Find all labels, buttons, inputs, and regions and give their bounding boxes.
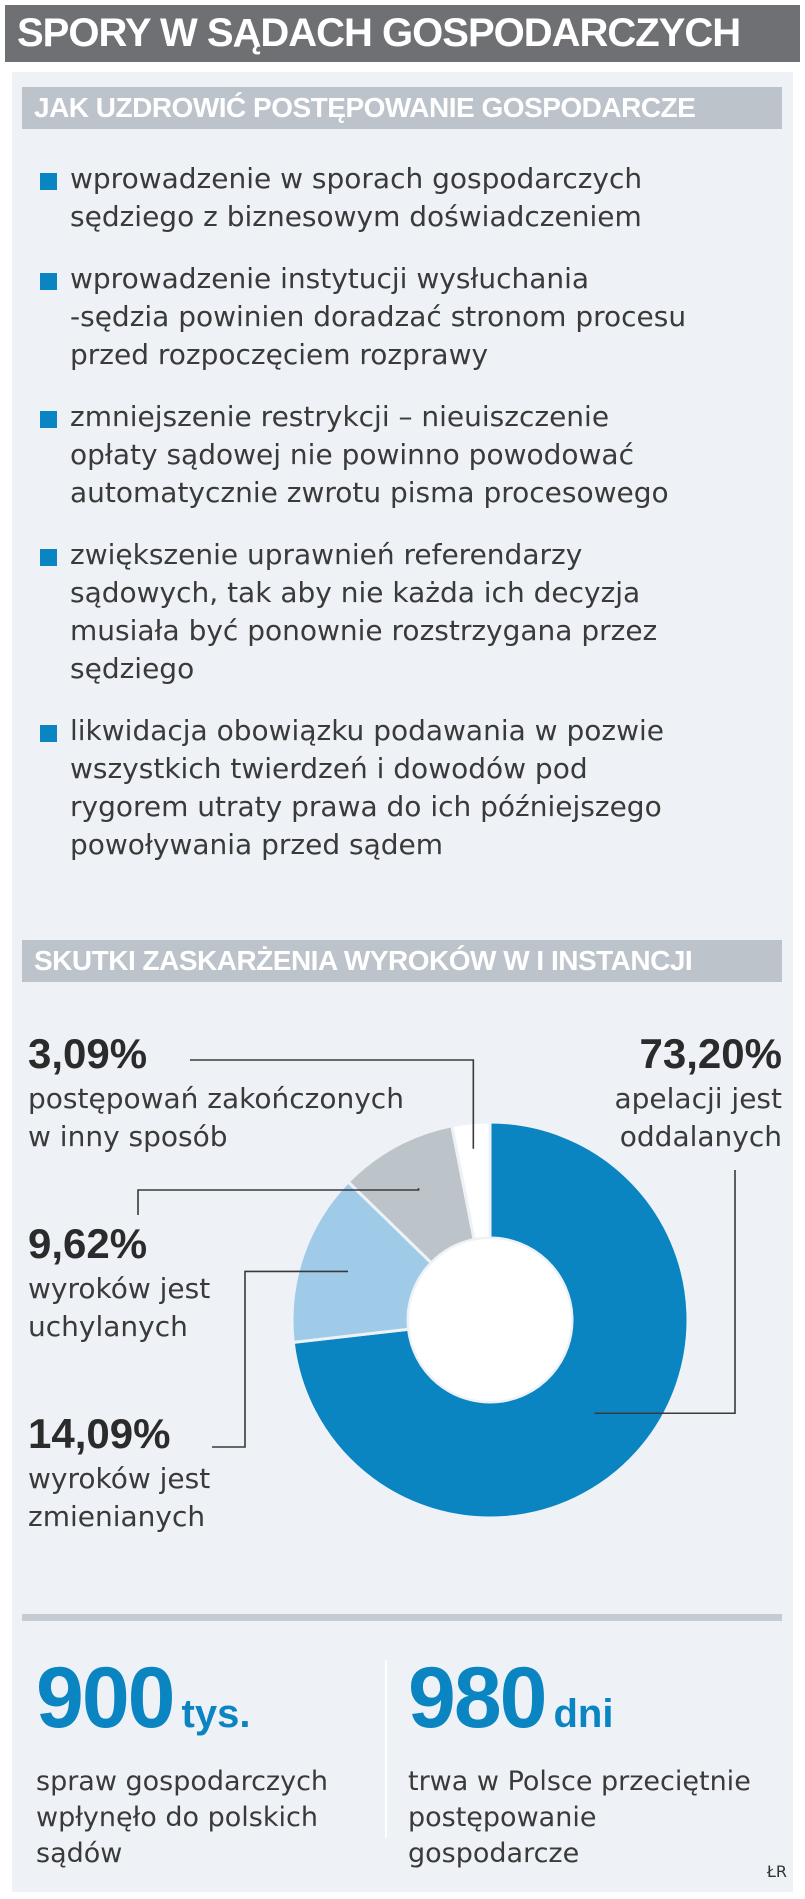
remedy-item-line: zmniejszenie restrykcji – nieuiszczenie [70, 400, 610, 433]
stat-cases-figure: 900 tys. [36, 1650, 396, 1762]
slice-value-label: 73,20% [640, 1030, 782, 1077]
section-header-remedies: JAK UZDROWIĆ POSTĘPOWANIE GOSPODARCZE [22, 87, 782, 129]
stats-divider [385, 1660, 387, 1838]
slice-other [450, 1120, 492, 1242]
bullet-square-icon [40, 725, 57, 742]
slice-description-label: oddalanych [620, 1120, 782, 1153]
remedy-item-line: wprowadzenie w sporach gospodarczych [70, 162, 643, 195]
section-divider [22, 1614, 782, 1621]
stat-duration-description: trwa w Polsce przeciętnie postępowanie g… [408, 1764, 768, 1872]
remedy-item: wprowadzenie w sporach gospodarczych sędz… [40, 160, 780, 236]
slice-description-label: postępowań zakończonych [28, 1082, 404, 1115]
leader-line [212, 1270, 349, 1448]
leader-line [137, 1188, 420, 1215]
remedy-item-line: zwiększenie uprawnień referendarzy [70, 538, 583, 571]
remedy-item-line: sądowych, tak aby nie każda ich decyzja [70, 576, 641, 609]
author-credit: ŁR [766, 1862, 787, 1881]
stat-cases: 900 tys. spraw gospodarczych wpłynęło do … [36, 1650, 396, 1872]
slice-description-label: uchylanych [28, 1310, 188, 1343]
slice-description-label: w inny sposób [28, 1120, 228, 1153]
stat-cases-desc-line: spraw gospodarczych [36, 1766, 329, 1797]
content-panel [12, 72, 793, 1892]
slice-description-label: zmienianych [28, 1500, 205, 1533]
main-title: SPORY W SĄDACH GOSPODARCZYCH [5, 5, 800, 62]
stat-cases-unit: tys. [181, 1692, 251, 1736]
bullet-square-icon [40, 549, 57, 566]
remedy-item-line: -sędzia powinien doradzać stronom proces… [70, 300, 687, 333]
slice-changed [290, 1179, 434, 1345]
remedy-item: zwiększenie uprawnień referendarzy sądowy… [40, 536, 780, 688]
stat-duration-desc-line: postępowanie [408, 1802, 597, 1833]
bullet-square-icon [40, 173, 57, 190]
slice-description-label: wyroków jest [28, 1272, 210, 1305]
slice-dismissed [291, 1120, 690, 1520]
remedy-item-line: powoływania przed sądem [70, 828, 444, 861]
slice-description-label: apelacji jest [614, 1082, 782, 1115]
bullet-square-icon [40, 411, 57, 428]
stat-duration-figure: 980 dni [408, 1650, 768, 1762]
stat-duration-unit: dni [553, 1692, 614, 1736]
stat-cases-desc-line: wpłynęło do polskich [36, 1802, 318, 1833]
stat-duration-number: 980 [408, 1650, 547, 1746]
slice-value-label: 9,62% [28, 1220, 147, 1267]
remedy-item-line: sędziego z biznesowym doświadczeniem [70, 200, 642, 233]
appeals-donut-chart: 73,20% apelacji jest oddalanych 14,09% wyrok… [28, 1030, 782, 1533]
slice-value-label: 3,09% [28, 1030, 147, 1077]
slice-value-label: 14,09% [28, 1410, 170, 1457]
remedy-item-line: wprowadzenie instytucji wysłuchania [70, 262, 590, 295]
section-header-appeals: SKUTKI ZASKARŻENIA WYROKÓW W I INSTANCJI [22, 940, 782, 982]
stat-cases-description: spraw gospodarczych wpłynęło do polskich… [36, 1764, 396, 1872]
bullet-square-icon [40, 273, 57, 290]
remedy-item: zmniejszenie restrykcji – nieuiszczenie o… [40, 398, 780, 512]
remedy-item-line: opłaty sądowej nie powinno powodować [70, 438, 634, 471]
remedy-item-line: sędziego [70, 652, 195, 685]
leader-line [594, 1170, 736, 1415]
stat-cases-desc-line: sądów [36, 1838, 123, 1869]
remedy-item-line: wszystkich twierdzeń i dowodów pod [70, 752, 588, 785]
remedy-item-line: likwidacja obowiązku podawania w pozwie [70, 714, 664, 747]
remedy-item: wprowadzenie instytucji wysłuchania -sędz… [40, 260, 780, 374]
donut-hole [409, 1239, 571, 1401]
remedy-item-line: przed rozpoczęciem rozprawy [70, 338, 489, 371]
remedy-item-line: automatycznie zwrotu pisma procesowego [70, 476, 669, 509]
remedies-list: wprowadzenie w sporach gospodarczych sędz… [40, 160, 780, 888]
leader-line [190, 1059, 475, 1149]
stat-duration-desc-line: trwa w Polsce przeciętnie [408, 1766, 751, 1797]
stat-duration-desc-line: gospodarcze [408, 1838, 580, 1869]
remedy-item-line: rygorem utraty prawa do ich późniejszego [70, 790, 662, 823]
remedy-item: likwidacja obowiązku podawania w pozwie w… [40, 712, 780, 864]
remedy-item-line: musiała być ponownie rozstrzygana przez [70, 614, 658, 647]
slice-description-label: wyroków jest [28, 1462, 210, 1495]
stat-duration: 980 dni trwa w Polsce przeciętnie postępo… [408, 1650, 768, 1872]
stat-cases-number: 900 [36, 1650, 175, 1746]
